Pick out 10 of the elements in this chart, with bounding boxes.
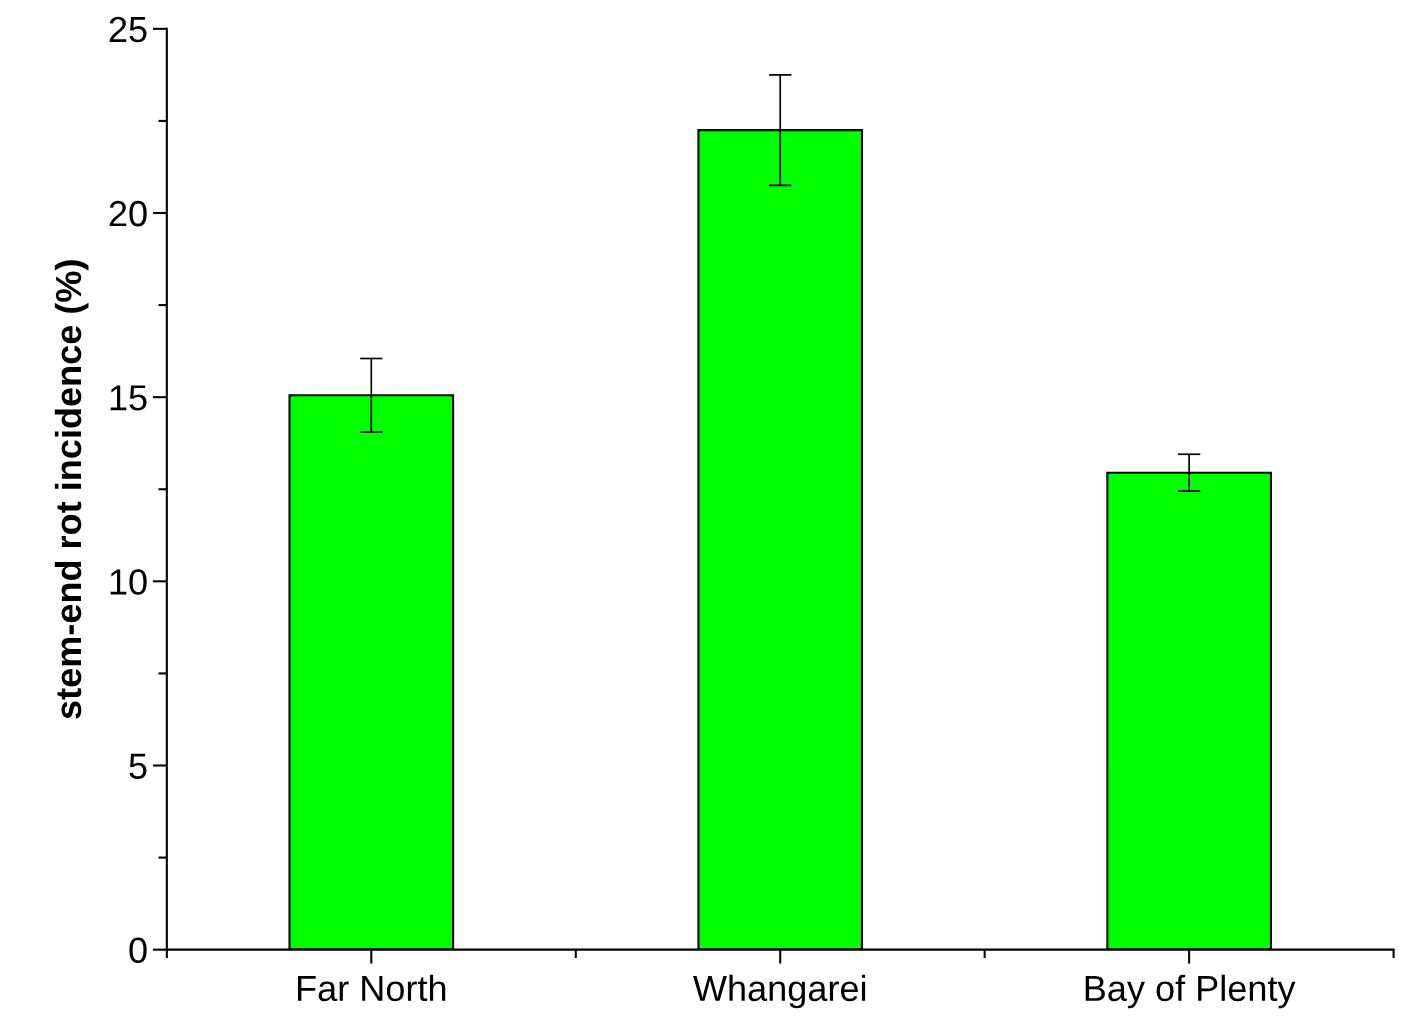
x-tick-label: Bay of Plenty [1085,974,1296,1009]
x-tick-label: Whangarei [693,974,866,1009]
x-tick-label: Far North [298,974,446,1002]
y-axis-title: stem-end rot incidence (%) [54,260,89,719]
y-tick-label: 10 [110,569,147,595]
y-tick-label: 15 [110,385,147,411]
y-tick-label: 0 [129,937,147,964]
y-tick-label: 20 [109,200,147,227]
y-tick-label: 25 [109,16,147,43]
y-tick-label: 5 [129,753,147,779]
